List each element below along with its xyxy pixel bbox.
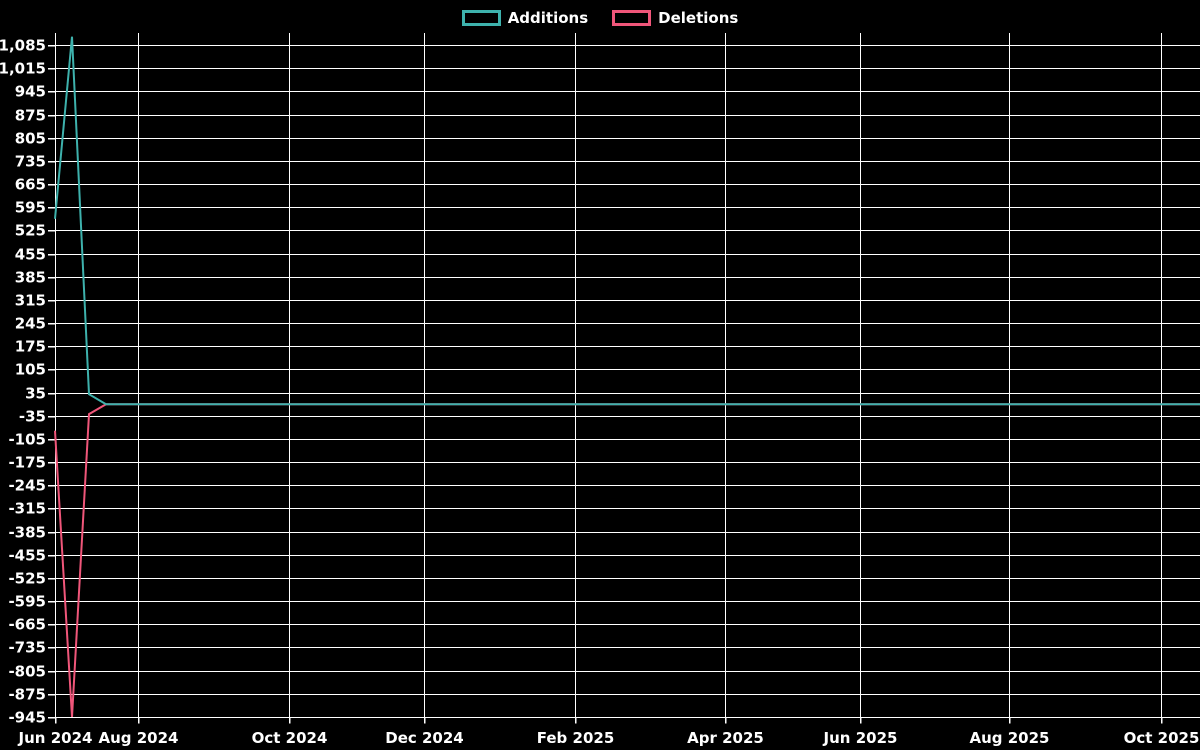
y-axis-tick-label: 385 — [15, 269, 46, 287]
x-axis-tick-label: Jun 2025 — [823, 729, 898, 747]
x-axis-tick-label: Apr 2025 — [687, 729, 764, 747]
y-axis-tick-label: -35 — [19, 408, 46, 426]
y-axis-tick-label: 665 — [15, 176, 46, 194]
legend-entry-deletions: Deletions — [612, 9, 738, 27]
y-axis-tick-label: -315 — [8, 500, 46, 518]
additions-legend-label: Additions — [507, 9, 589, 27]
x-axis-tick-label: Feb 2025 — [537, 729, 615, 747]
y-axis-tick-label: 315 — [15, 292, 46, 310]
y-axis-tick-label: -735 — [8, 639, 46, 657]
x-axis-tick-label: Aug 2025 — [970, 729, 1050, 747]
y-axis-tick-label: 735 — [15, 153, 46, 171]
y-axis-tick-label: -175 — [8, 454, 46, 472]
y-axis-tick-label: -665 — [8, 616, 46, 634]
additions-swatch-icon — [461, 10, 501, 26]
y-axis-tick-label: 805 — [15, 130, 46, 148]
additions-line — [54, 36, 1200, 406]
x-axis-tick-label: Jun 2024 — [18, 729, 93, 747]
x-axis-tick-label: Oct 2024 — [252, 729, 328, 747]
x-axis-tick-label: Oct 2025 — [1124, 729, 1200, 747]
y-axis-tick-label: -245 — [8, 477, 46, 495]
y-axis-tick-label: 105 — [15, 361, 46, 379]
y-axis-tick-label: 35 — [25, 385, 46, 403]
y-axis-tick-label: 945 — [15, 83, 46, 101]
deletions-line — [54, 403, 1200, 718]
y-axis-tick-label: 1,085 — [0, 37, 46, 55]
y-axis-tick-label: 595 — [15, 199, 46, 217]
y-axis-tick-label: 875 — [15, 107, 46, 125]
y-axis-tick-label: -945 — [8, 709, 46, 727]
y-axis-tick-label: 245 — [15, 315, 46, 333]
y-axis-tick-label: 525 — [15, 222, 46, 240]
x-axis-tick-label: Aug 2024 — [99, 729, 179, 747]
y-axis-tick-label: -105 — [8, 431, 46, 449]
y-axis-tick-label: -875 — [8, 686, 46, 704]
chart-legend: Additions Deletions — [0, 9, 1200, 27]
y-axis-tick-label: 455 — [15, 246, 46, 264]
y-axis-tick-label: -525 — [8, 570, 46, 588]
y-axis-tick-label: -455 — [8, 547, 46, 565]
deletions-legend-label: Deletions — [658, 9, 739, 27]
legend-entry-additions: Additions — [461, 9, 589, 27]
y-axis-tick-label: -595 — [8, 593, 46, 611]
deletions-swatch-icon — [612, 10, 652, 26]
y-axis-tick-label: 1,015 — [0, 60, 46, 78]
y-axis-tick-label: -805 — [8, 663, 46, 681]
y-axis-tick-label: 175 — [15, 338, 46, 356]
x-axis-tick-label: Dec 2024 — [385, 729, 464, 747]
y-axis-tick-label: -385 — [8, 524, 46, 542]
